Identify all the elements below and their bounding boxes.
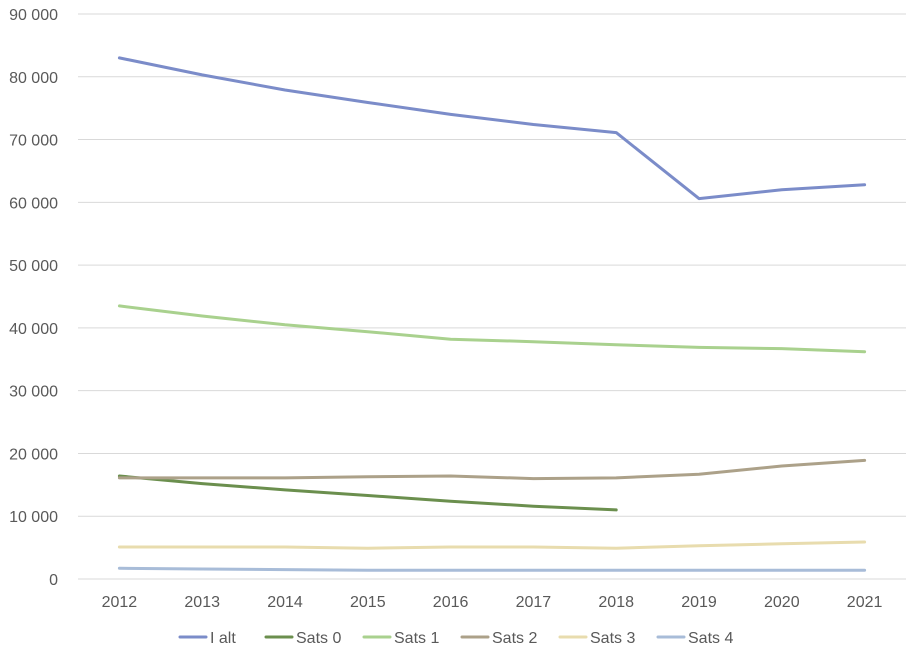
x-tick-label: 2021	[847, 594, 883, 611]
series-line-sats-4	[117, 566, 867, 572]
x-tick-label: 2016	[433, 594, 469, 611]
legend-item-sats-3: Sats 3	[558, 630, 635, 647]
legend-item-sats-4: Sats 4	[656, 630, 733, 647]
y-tick-label: 40 000	[9, 321, 58, 338]
series-line-sats-2	[117, 458, 867, 481]
series-line-sats-0	[117, 474, 618, 512]
x-tick-label: 2013	[184, 594, 220, 611]
x-tick-label: 2020	[764, 594, 800, 611]
y-tick-label: 10 000	[9, 509, 58, 526]
x-tick-label: 2012	[102, 594, 138, 611]
x-tick-label: 2015	[350, 594, 386, 611]
x-axis-tick-labels: 2012 2013 2014 2015 2016 2017 2018 2019 2020 2021	[102, 594, 883, 611]
legend-item-sats-0: Sats 0	[264, 630, 341, 647]
y-tick-label: 80 000	[9, 70, 58, 87]
y-tick-label: 60 000	[9, 195, 58, 212]
series-line-sats-1	[117, 304, 867, 354]
legend-item-i-alt: I alt	[178, 630, 236, 647]
gridlines	[78, 13, 906, 580]
y-tick-label: 30 000	[9, 384, 58, 401]
legend-label: Sats 1	[394, 630, 439, 647]
legend-label: Sats 3	[590, 630, 635, 647]
x-tick-label: 2019	[681, 594, 717, 611]
legend-label: Sats 4	[688, 630, 733, 647]
x-tick-label: 2017	[516, 594, 552, 611]
y-tick-label: 0	[49, 572, 58, 589]
y-tick-label: 50 000	[9, 258, 58, 275]
series-lines	[117, 56, 867, 572]
legend-label: I alt	[210, 630, 236, 647]
series-line-sats-3	[117, 540, 867, 550]
legend: I alt Sats 0 Sats 1 Sats 2 Sats 3 Sats 4	[178, 630, 733, 647]
y-tick-label: 70 000	[9, 133, 58, 150]
legend-label: Sats 0	[296, 630, 341, 647]
y-tick-label: 90 000	[9, 7, 58, 24]
y-tick-label: 20 000	[9, 446, 58, 463]
legend-label: Sats 2	[492, 630, 537, 647]
legend-item-sats-2: Sats 2	[460, 630, 537, 647]
y-axis-tick-labels: 0 10 000 20 000 30 000 40 000 50 000 60 000 70 …	[9, 7, 58, 589]
series-line-i-alt	[117, 56, 867, 201]
x-tick-label: 2018	[598, 594, 634, 611]
x-tick-label: 2014	[267, 594, 303, 611]
legend-item-sats-1: Sats 1	[362, 630, 439, 647]
